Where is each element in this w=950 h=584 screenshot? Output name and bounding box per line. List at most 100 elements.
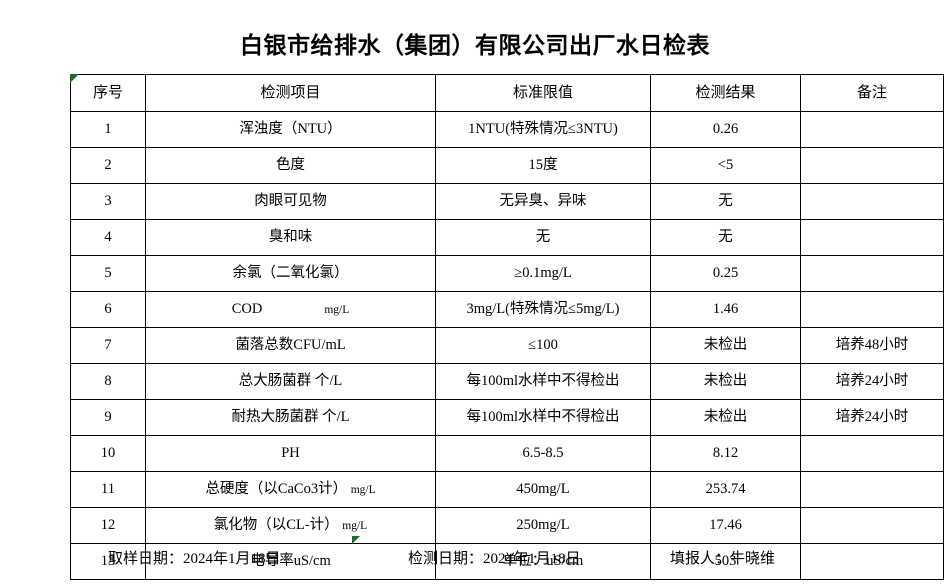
- item-unit: mg/L: [350, 483, 376, 496]
- cell-remark: [800, 507, 944, 544]
- item-name: 色度: [276, 156, 305, 173]
- test-date: 检测日期：2024年1月18日: [408, 551, 581, 567]
- cell-result: 未检出: [650, 327, 801, 364]
- table-row: 8 总大肠菌群 个/L 每100ml水样中不得检出 未检出 培养24小时: [70, 363, 944, 400]
- cell-item: 臭和味: [145, 219, 436, 256]
- cell-remark: [800, 183, 944, 220]
- cell-item: 余氯（二氧化氯）: [145, 255, 436, 292]
- cell-item: COD mg/L: [145, 291, 436, 328]
- cell-remark: 培养48小时: [800, 327, 944, 364]
- item-name: 电导率uS/cm: [250, 552, 331, 569]
- table-body: 1 浑浊度（NTU） 1NTU(特殊情况≤3NTU) 0.26 2 色度 15度 <5 3 肉眼可…: [70, 111, 944, 580]
- table-row: 10 PH 6.5-8.5 8.12: [70, 435, 944, 472]
- cell-standard: 6.5-8.5: [435, 435, 651, 472]
- table-row: 7 菌落总数CFU/mL ≤100 未检出 培养48小时: [70, 327, 944, 364]
- item-name: 臭和味: [268, 228, 313, 245]
- table-row: 13 电导率uS/cm 单位：uS/cm 503: [70, 543, 944, 580]
- cell-no: 12: [70, 507, 146, 544]
- table-row: 9 耐热大肠菌群 个/L 每100ml水样中不得检出 未检出 培养24小时: [70, 399, 944, 436]
- item-name: 余氯（二氧化氯）: [232, 264, 349, 281]
- table-row: 6 COD mg/L 3mg/L(特殊情况≤5mg/L) 1.46: [70, 291, 944, 328]
- cell-no: 9: [70, 399, 146, 436]
- cell-result: 17.46: [650, 507, 801, 544]
- cell-result: 0.26: [650, 111, 801, 148]
- water-quality-table: 序号 检测项目 标准限值 检测结果 备注 1 浑浊度（NTU） 1NTU(特殊情况≤…: [70, 74, 944, 580]
- cell-no: 7: [70, 327, 146, 364]
- cell-standard: ≤100: [435, 327, 651, 364]
- table-row: 11 总硬度（以CaCo3计） mg/L 450mg/L 253.74: [70, 471, 944, 508]
- cell-result: <5: [650, 147, 801, 184]
- cell-item: 肉眼可见物: [145, 183, 436, 220]
- cell-remark: 培养24小时: [800, 399, 944, 436]
- cell-remark: [800, 111, 944, 148]
- cell-remark: [800, 147, 944, 184]
- cell-result: 无: [650, 219, 801, 256]
- column-header-no: 序号: [70, 74, 146, 112]
- sample-date: 取样日期：2024年1月18日: [108, 551, 281, 567]
- cell-standard: 15度: [435, 147, 651, 184]
- cell-no: 1: [70, 111, 146, 148]
- cell-standard: 250mg/L: [435, 507, 651, 544]
- cell-result: 未检出: [650, 399, 801, 436]
- footer: 取样日期：2024年1月18日 检测日期：2024年1月18日 填报人：牛晓维: [70, 543, 880, 577]
- item-name: 总硬度（以CaCo3计）: [205, 480, 348, 497]
- cell-standard: 3mg/L(特殊情况≤5mg/L): [435, 291, 651, 328]
- item-name: 浑浊度（NTU）: [239, 120, 342, 137]
- item-name: 氯化物（以CL-计）: [213, 516, 339, 533]
- item-unit: mg/L: [324, 303, 350, 316]
- table-row: 3 肉眼可见物 无异臭、异味无: [70, 183, 944, 220]
- table-row: 4 臭和味 无无: [70, 219, 944, 256]
- cell-result: 253.74: [650, 471, 801, 508]
- cell-remark: [800, 435, 944, 472]
- cell-no: 11: [70, 471, 146, 508]
- cell-standard: 1NTU(特殊情况≤3NTU): [435, 111, 651, 148]
- cell-standard: 无异臭、异味: [435, 183, 651, 220]
- cell-item: 氯化物（以CL-计） mg/L: [145, 507, 436, 544]
- table-row: 2 色度 15度 <5: [70, 147, 944, 184]
- cell-result: 1.46: [650, 291, 801, 328]
- cell-item: PH: [145, 435, 436, 472]
- item-unit: mg/L: [342, 519, 368, 532]
- cell-no: 5: [70, 255, 146, 292]
- cell-no: 6: [70, 291, 146, 328]
- cell-item: 色度: [145, 147, 436, 184]
- filler-name: 填报人：牛晓维: [670, 551, 776, 567]
- column-header-item: 检测项目: [145, 74, 436, 112]
- cell-item: 浑浊度（NTU）: [145, 111, 436, 148]
- column-header-result: 检测结果: [650, 74, 801, 112]
- cell-item: 总大肠菌群 个/L: [145, 363, 436, 400]
- cell-no: 4: [70, 219, 146, 256]
- cell-standard: 单位：uS/cm: [435, 543, 651, 580]
- cell-remark: [800, 219, 944, 256]
- page-title: 白银市给排水（集团）有限公司出厂水日检表: [240, 33, 710, 58]
- column-header-remark: 备注: [800, 74, 944, 112]
- item-name: 耐热大肠菌群 个/L: [231, 408, 350, 425]
- green-corner-marker-icon: [352, 536, 360, 544]
- cell-no: 8: [70, 363, 146, 400]
- table-row: 1 浑浊度（NTU） 1NTU(特殊情况≤3NTU) 0.26: [70, 111, 944, 148]
- cell-standard: 每100ml水样中不得检出: [435, 363, 651, 400]
- item-name: 总大肠菌群 个/L: [238, 372, 343, 389]
- cell-remark: [800, 291, 944, 328]
- cell-no: 10: [70, 435, 146, 472]
- cell-no: 3: [70, 183, 146, 220]
- cell-item: 耐热大肠菌群 个/L: [145, 399, 436, 436]
- cell-remark: [800, 543, 944, 580]
- table-header-row: 序号 检测项目 标准限值 检测结果 备注: [70, 74, 944, 112]
- cell-standard: 450mg/L: [435, 471, 651, 508]
- cell-item: 菌落总数CFU/mL: [145, 327, 436, 364]
- cell-item: 总硬度（以CaCo3计） mg/L: [145, 471, 436, 508]
- item-name: 肉眼可见物: [254, 192, 327, 209]
- cell-result: 8.12: [650, 435, 801, 472]
- cell-standard: ≥0.1mg/L: [435, 255, 651, 292]
- cell-remark: [800, 471, 944, 508]
- cell-result: 0.25: [650, 255, 801, 292]
- cell-standard: 无: [435, 219, 651, 256]
- cell-result: 未检出: [650, 363, 801, 400]
- column-header-std: 标准限值: [435, 74, 651, 112]
- cell-remark: 培养24小时: [800, 363, 944, 400]
- cell-result: 无: [650, 183, 801, 220]
- green-corner-marker-icon: [70, 74, 79, 83]
- table-row: 5 余氯（二氧化氯） ≥0.1mg/L 0.25: [70, 255, 944, 292]
- cell-standard: 每100ml水样中不得检出: [435, 399, 651, 436]
